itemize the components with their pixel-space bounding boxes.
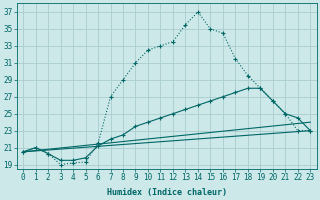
X-axis label: Humidex (Indice chaleur): Humidex (Indice chaleur) bbox=[107, 188, 227, 197]
